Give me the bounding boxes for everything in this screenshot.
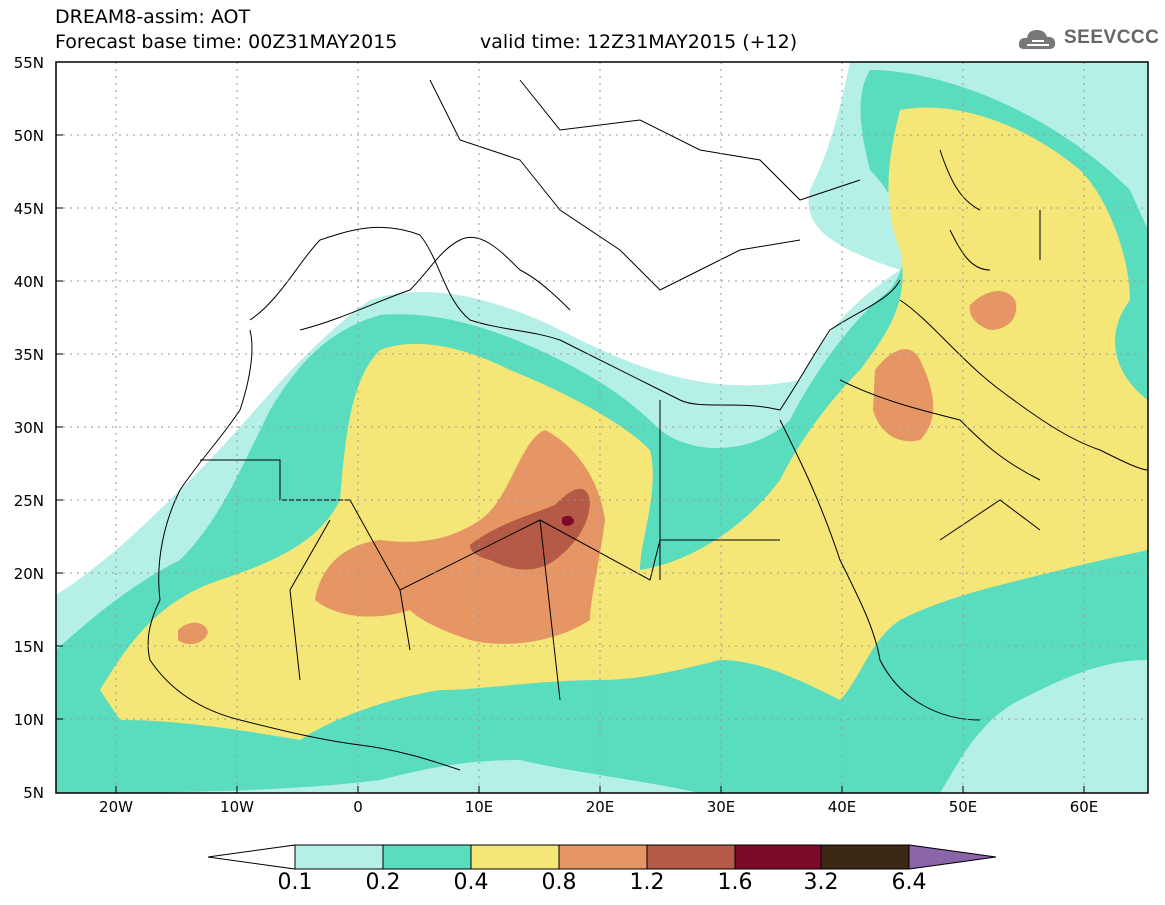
colorbar-over (908, 844, 997, 870)
colorbar-swatch-2 (382, 844, 472, 870)
colorbar-label: 1.2 (629, 870, 665, 895)
graticule (56, 62, 1148, 793)
lat-label: 55N (13, 54, 44, 72)
lon-label: 60E (1069, 798, 1099, 816)
lon-label: 10E (464, 798, 494, 816)
colorbar-label: 0.4 (453, 870, 489, 895)
colorbar (207, 844, 997, 870)
aot-band-0.8-senegal (178, 622, 208, 645)
aot-band-1.6 (562, 515, 574, 526)
lat-label: 25N (13, 492, 44, 510)
colorbar-label: 0.1 (277, 870, 313, 895)
aot-band-0.8-caspian (969, 290, 1017, 330)
colorbar-under (207, 844, 296, 870)
lat-label: 20N (13, 565, 44, 583)
lat-label: 40N (13, 273, 44, 291)
lon-label: 20W (99, 798, 133, 816)
lon-label: 0 (353, 798, 363, 816)
lon-label: 10W (220, 798, 254, 816)
colorbar-swatch-6 (734, 844, 822, 870)
lat-label: 50N (13, 127, 44, 145)
title-line-1: DREAM8-assim: AOT (55, 6, 251, 28)
lat-label: 10N (13, 711, 44, 729)
colorbar-swatch-5 (646, 844, 736, 870)
lat-label: 30N (13, 419, 44, 437)
lon-label: 20E (585, 798, 615, 816)
colorbar-swatch-3 (470, 844, 560, 870)
lon-label: 30E (706, 798, 736, 816)
coastlines (147, 79, 1148, 771)
colorbar-label: 6.4 (891, 870, 927, 895)
aot-band-1.2 (470, 488, 590, 570)
colorbar-label: 3.2 (803, 870, 839, 895)
title-line-2: Forecast base time: 00Z31MAY2015 (55, 31, 398, 53)
colorbar-swatch-4 (558, 844, 648, 870)
axis-ticks (56, 134, 1085, 793)
colorbar-label: 1.6 (717, 870, 753, 895)
lat-label: 45N (13, 200, 44, 218)
colorbar-swatch-7 (820, 844, 910, 870)
lat-label: 35N (13, 346, 44, 364)
lon-label: 40E (827, 798, 857, 816)
aot-contours (56, 62, 1148, 793)
valid-time: valid time: 12Z31MAY2015 (+12) (480, 31, 798, 53)
colorbar-label: 0.8 (541, 870, 577, 895)
lat-label: 15N (13, 638, 44, 656)
lon-label: 50E (948, 798, 978, 816)
logo-text: SEEVCCC (1064, 27, 1160, 48)
aot-band-0.8-iraq (873, 349, 934, 442)
lat-label: 5N (23, 784, 44, 802)
colorbar-label: 0.2 (365, 870, 401, 895)
cloud-logo-icon (1018, 30, 1056, 49)
aot-band-0.8 (315, 430, 605, 644)
colorbar-swatch-1 (294, 844, 384, 870)
